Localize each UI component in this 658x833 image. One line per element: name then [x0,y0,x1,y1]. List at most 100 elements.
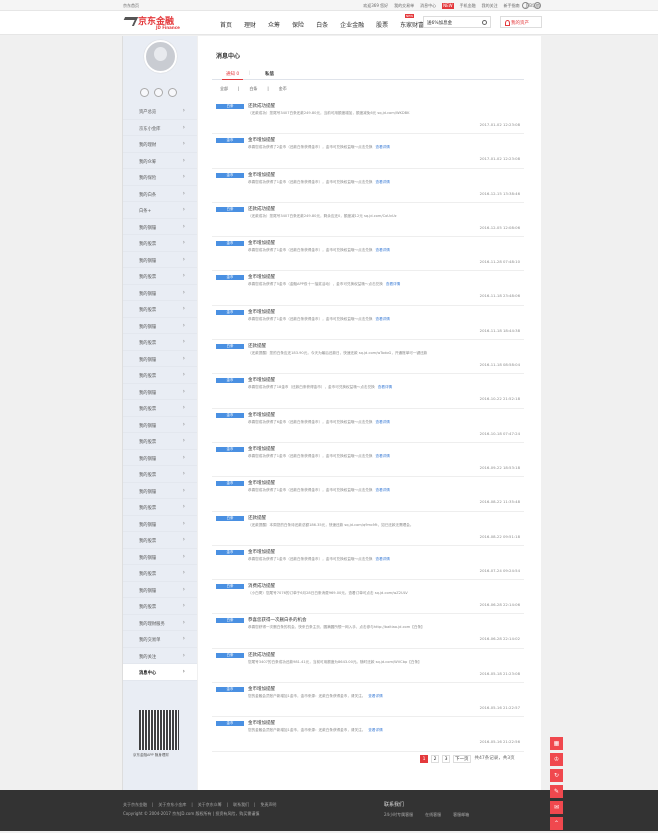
footer-link[interactable]: 关于京东金融 [123,802,147,807]
tab-private-message[interactable]: 私信 [265,72,274,77]
footer-link[interactable]: 关于京东众筹 [197,802,222,807]
message-title[interactable]: 还款提醒 [248,515,266,521]
nav-item[interactable]: 保险 [292,22,305,29]
page-button[interactable]: 2 [431,755,439,763]
sidebar-item[interactable]: 我的股票 [123,532,197,549]
sidebar-item[interactable]: 京东小金库 [123,120,197,136]
message-title[interactable]: 还款成功提醒 [248,104,275,109]
message-title[interactable]: 金币增加提醒 [248,721,275,727]
nav-item[interactable]: 白条 [316,22,329,29]
sidebar-item[interactable]: 我的股票 [123,400,197,417]
message-title[interactable]: 金币增加提醒 [248,275,275,281]
top-icon[interactable]: ⌃ [550,817,563,830]
nav-item[interactable]: 首页 [220,22,233,29]
sidebar-item[interactable]: 我的理财服务 [123,615,197,631]
message-title[interactable]: 金币增加提醒 [248,309,275,315]
sidebar-item[interactable]: 我的股票 [123,433,197,450]
my-assets-button[interactable]: 我的资产 [500,16,542,28]
sidebar-item[interactable]: 我的钢镚 [123,318,197,334]
sidebar-item[interactable]: 我的交易单 [123,631,197,648]
message-title[interactable]: 金币增加提醒 [248,378,275,384]
filter-2[interactable]: 金币 [278,86,287,91]
message-title[interactable]: 金币增加提醒 [248,138,275,144]
sidebar-item[interactable]: 消息中心 [123,664,197,681]
jd-home-link[interactable]: 京东首页 [123,3,139,8]
sidebar-item[interactable]: 我的钢镚 [123,252,197,268]
sidebar-item[interactable]: 我的关注 [123,648,197,664]
nav-item[interactable]: 东家财富 NEW [400,14,425,29]
phone-icon[interactable] [154,88,163,97]
top-link[interactable]: JTB导航 [525,3,540,8]
view-details-link[interactable]: 查看详情 [375,419,390,424]
view-details-link[interactable]: 查看详情 [375,145,390,150]
top-link[interactable]: 我的交易单 [394,3,415,8]
top-link[interactable]: 我的关注 [481,3,498,8]
sidebar-item[interactable]: 我的钢镚 [123,219,197,235]
message-title[interactable]: 金币增加提醒 [248,481,275,487]
sidebar-item[interactable]: 我的钢镚 [123,285,197,301]
sidebar-item[interactable]: 我的钢镚 [123,582,197,598]
message-title[interactable]: 金币增加提醒 [248,549,275,555]
qr-icon[interactable]: ▦ [550,737,563,750]
nav-item[interactable]: 股票 [376,22,389,29]
nav-item[interactable]: 理财 [244,22,257,29]
sidebar-item[interactable]: 我的股票 [123,565,197,582]
sidebar-item[interactable]: 我的理财 [123,136,197,153]
contact-link[interactable]: 24小时专属客服 [384,812,414,817]
top-link[interactable]: 消息中心 [420,3,437,8]
view-details-link[interactable]: 查看详情 [375,453,390,458]
message-title[interactable]: 金币增加提醒 [248,172,275,178]
page-button[interactable]: 3 [442,755,450,763]
view-details-link[interactable]: 查看详情 [368,694,383,699]
view-details-link[interactable]: 查看详情 [368,728,383,733]
contact-link[interactable]: 客服邮箱 [453,812,470,817]
search-icon[interactable] [482,20,487,25]
sidebar-item[interactable]: 我的钢镚 [123,516,197,532]
view-details-link[interactable]: 查看详情 [377,385,393,390]
nav-item[interactable]: 众筹 [268,22,281,29]
weibo-icon[interactable] [522,2,529,9]
message-title[interactable]: 还款成功提醒 [248,652,275,658]
view-details-link[interactable]: 查看详情 [375,556,390,561]
sidebar-item[interactable]: 我的股票 [123,301,197,318]
search-input[interactable]: 送6%加息金 [423,16,491,28]
filter-1[interactable]: 白条 [249,86,258,91]
next-page-button[interactable]: 下一页 [453,755,471,763]
footer-link[interactable]: 关于京东小金库 [158,802,187,807]
message-title[interactable]: 还款提醒 [248,344,266,350]
footer-link[interactable]: 免责声明 [260,802,277,807]
sidebar-item[interactable]: 我的钢镚 [123,483,197,499]
user-icon[interactable] [140,88,149,97]
sidebar-item[interactable]: 我的钢镚 [123,549,197,565]
view-details-link[interactable]: 查看详情 [375,488,390,493]
sidebar-item[interactable]: 我的钢镚 [123,351,197,367]
sidebar-item[interactable]: 资产总览 [123,103,197,120]
sidebar-item[interactable]: 我的股票 [123,466,197,483]
message-title[interactable]: 还款成功提醒 [248,206,275,212]
security-icon[interactable] [168,88,177,97]
view-details-link[interactable]: 查看详情 [375,248,390,253]
sidebar-item[interactable]: 我的保险 [123,169,197,186]
page-button[interactable]: 1 [420,755,428,763]
top-link[interactable]: 新手指南 [503,3,520,8]
message-title[interactable]: 消费成功提醒 [248,584,275,590]
message-title[interactable]: 金币增加提醒 [248,446,275,452]
edit-icon[interactable]: ✎ [550,785,563,798]
sidebar-item[interactable]: 我的股票 [123,334,197,351]
sidebar-item[interactable]: 我的钢镚 [123,417,197,433]
sidebar-item[interactable]: 我的钢镚 [123,450,197,466]
filter-0[interactable]: 全部 [220,86,228,91]
sidebar-item[interactable]: 我的钢镚 [123,384,197,400]
view-details-link[interactable]: 查看详情 [375,316,390,321]
message-title[interactable]: 金币增加提醒 [248,687,275,693]
sidebar-item[interactable]: 我的股票 [123,499,197,516]
message-title[interactable]: 金币增加提醒 [248,412,275,418]
nav-item[interactable]: 企业金融 [340,22,365,29]
message-title[interactable]: 金币增加提醒 [248,241,275,247]
view-details-link[interactable]: 查看详情 [385,282,401,287]
sidebar-item[interactable]: 白条+ [123,202,197,219]
sidebar-item[interactable]: 我的股票 [123,598,197,615]
sidebar-item[interactable]: 我的股票 [123,235,197,252]
refresh-icon[interactable]: ↻ [550,769,563,782]
top-link[interactable]: 欢迎369 您好 [363,3,389,8]
